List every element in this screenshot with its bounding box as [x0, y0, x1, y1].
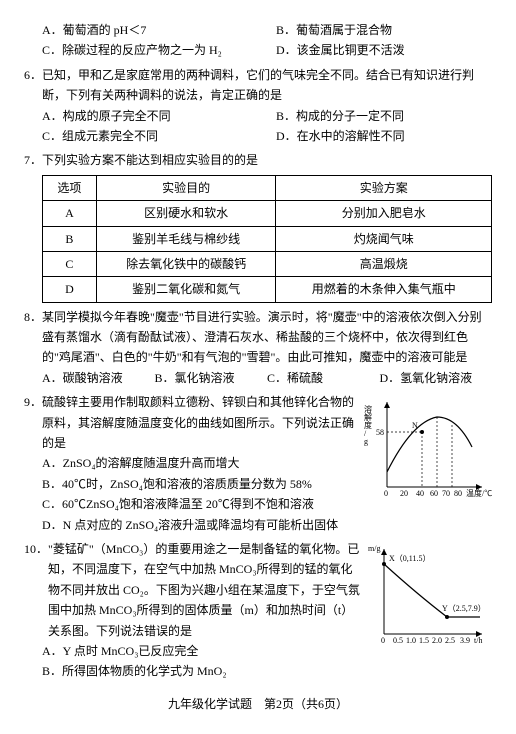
svg-text:0: 0 [381, 636, 385, 645]
svg-text:60: 60 [430, 489, 438, 498]
q10-opt-a: A．Y 点时 MnCO₃已反应完全 [24, 641, 362, 661]
q9-opt-b: B．40℃时，ZnSO₄饱和溶液的溶质质量分数为 58% [24, 474, 362, 494]
q6: 6．已知，甲和乙是家庭常用的两种调料，它们的气味完全不同。结合已有知识进行判断，… [24, 65, 492, 147]
q6-opt-c: C．组成元素完全不同 [24, 126, 258, 146]
svg-text:1.0: 1.0 [406, 636, 416, 645]
svg-text:X（0,11.5）: X（0,11.5） [389, 554, 430, 563]
q7-td: 鉴别二氧化碳和氮气 [96, 277, 276, 302]
q7-th-0: 选项 [43, 175, 97, 200]
q7: 7．下列实验方案不能达到相应实验目的的是 选项 实验目的 实验方案 A区别硬水和… [24, 150, 492, 302]
q7-td: B [43, 226, 97, 251]
q9: 9．硫酸锌主要用作制取颜料立德粉、锌钡白和其他锌化合物的原料，其溶解度随温度变化… [24, 392, 492, 535]
q9-chart: N 溶解度/g 58 0 20 40 60 70 80 温度/℃ [362, 392, 492, 502]
svg-text:m/g: m/g [368, 544, 380, 553]
q7-th-2: 实验方案 [276, 175, 492, 200]
svg-text:58: 58 [376, 428, 384, 437]
q7-td: 灼烧闻气味 [276, 226, 492, 251]
q9-opt-d: D．N 点对应的 ZnSO₄溶液升温或降温均有可能析出固体 [24, 515, 362, 535]
svg-text:2.0: 2.0 [432, 636, 442, 645]
q7-td: 高温煅烧 [276, 251, 492, 276]
q7-td: D [43, 277, 97, 302]
q8-stem: 8．某同学模拟今年春晚"魔壶"节目进行实验。演示时，将"魔壶"中的溶液依次倒入分… [24, 307, 492, 368]
svg-text:t/h: t/h [474, 636, 482, 645]
q5-opt-b: B．葡萄酒属于混合物 [258, 20, 492, 40]
svg-text:70: 70 [442, 489, 450, 498]
svg-text:温度/℃: 温度/℃ [466, 488, 492, 498]
q7-td: 区别硬水和软水 [96, 201, 276, 226]
svg-text:20: 20 [400, 489, 408, 498]
q7-stem: 7．下列实验方案不能达到相应实验目的的是 [24, 150, 492, 170]
q7-td: C [43, 251, 97, 276]
svg-text:溶解度/g: 溶解度/g [364, 404, 372, 446]
q6-opt-d: D．在水中的溶解性不同 [258, 126, 492, 146]
q8-opt-a: A．碳酸钠溶液 [42, 368, 155, 388]
q5-opt-c: C．除碳过程的反应产物之一为 H₂ [24, 40, 258, 60]
svg-text:N: N [412, 421, 418, 430]
q7-td: 分别加入肥皂水 [276, 201, 492, 226]
page-footer: 九年级化学试题 第2页（共6页） [24, 694, 492, 714]
q5-options: A．葡萄酒的 pH＜7 B．葡萄酒属于混合物 C．除碳过程的反应产物之一为 H₂… [24, 20, 492, 61]
q7-td: 除去氧化铁中的碳酸钙 [96, 251, 276, 276]
svg-text:1.5: 1.5 [419, 636, 429, 645]
q8-opt-b: B．氯化钠溶液 [155, 368, 268, 388]
svg-text:40: 40 [416, 489, 424, 498]
q10: 10．"菱锰矿"（MnCO₃）的重要用途之一是制备锰的氧化物。已知，不同温度下，… [24, 539, 492, 682]
q9-opt-c: C．60℃ZnSO₄饱和溶液降温至 20℃得到不饱和溶液 [24, 494, 362, 514]
q7-th-1: 实验目的 [96, 175, 276, 200]
q7-td: 鉴别羊毛线与棉纱线 [96, 226, 276, 251]
q9-stem: 9．硫酸锌主要用作制取颜料立德粉、锌钡白和其他锌化合物的原料，其溶解度随温度变化… [24, 392, 362, 453]
q6-opt-b: B．构成的分子一定不同 [258, 106, 492, 126]
q10-chart: m/g X（0,11.5） Y（2.5,7.9） 0 0.5 1.0 1.5 2… [362, 539, 492, 654]
svg-text:80: 80 [454, 489, 462, 498]
svg-text:Y（2.5,7.9）: Y（2.5,7.9） [442, 604, 486, 613]
q9-opt-a: A．ZnSO₄的溶解度随温度升高而增大 [24, 453, 362, 473]
q10-stem: 10．"菱锰矿"（MnCO₃）的重要用途之一是制备锰的氧化物。已知，不同温度下，… [24, 539, 362, 641]
q7-td: 用燃着的木条伸入集气瓶中 [276, 277, 492, 302]
q6-opt-a: A．构成的原子完全不同 [24, 106, 258, 126]
q8-opt-d: D．氢氧化钠溶液 [380, 368, 493, 388]
q8: 8．某同学模拟今年春晚"魔壶"节目进行实验。演示时，将"魔壶"中的溶液依次倒入分… [24, 307, 492, 389]
q5-opt-d: D．该金属比铜更不活泼 [258, 40, 492, 60]
q10-opt-b: B．所得固体物质的化学式为 MnO₂ [24, 661, 362, 681]
svg-text:0.5: 0.5 [393, 636, 403, 645]
q8-opt-c: C．稀硫酸 [267, 368, 380, 388]
svg-text:2.5: 2.5 [445, 636, 455, 645]
q7-td: A [43, 201, 97, 226]
q6-stem: 6．已知，甲和乙是家庭常用的两种调料，它们的气味完全不同。结合已有知识进行判断，… [24, 65, 492, 106]
q7-table: 选项 实验目的 实验方案 A区别硬水和软水分别加入肥皂水 B鉴别羊毛线与棉纱线灼… [42, 175, 492, 303]
q5-opt-a: A．葡萄酒的 pH＜7 [24, 20, 258, 40]
svg-text:0: 0 [384, 489, 388, 498]
svg-text:3.9: 3.9 [460, 636, 470, 645]
